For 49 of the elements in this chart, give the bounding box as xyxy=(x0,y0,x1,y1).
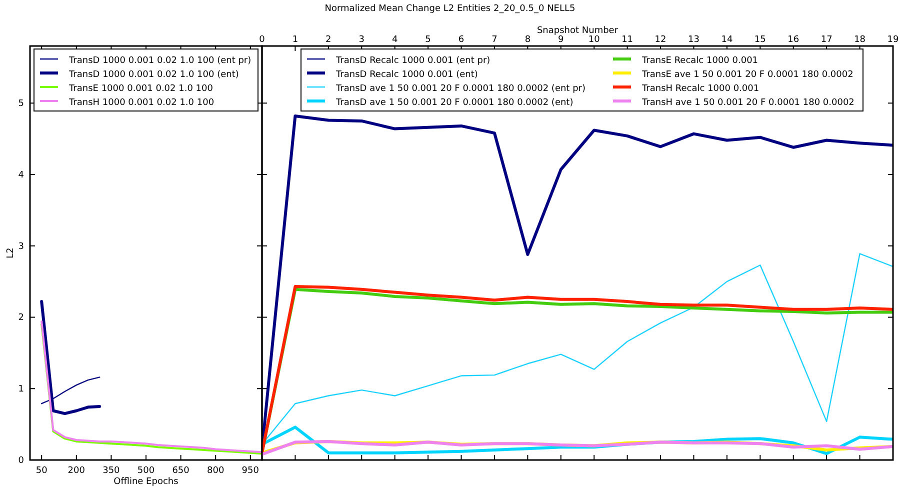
x-tick-label: 950 xyxy=(242,466,260,476)
legend-label: TransD ave 1 50 0.001 20 F 0.0001 180 0.0002 (ent pr) xyxy=(335,84,586,94)
legend-label: TransD 1000 0.001 0.02 1.0 100 (ent pr) xyxy=(68,56,252,66)
x-tick-label: 10 xyxy=(588,35,600,45)
x-tick-label: 50 xyxy=(36,466,48,476)
x-tick-label: 17 xyxy=(820,35,832,45)
x-tick-label: 19 xyxy=(887,35,899,45)
legend-label: TransH ave 1 50 0.001 20 F 0.0001 180 0.0002 xyxy=(641,98,854,108)
x-tick-label: 5 xyxy=(425,35,431,45)
y-tick-label: 3 xyxy=(18,242,24,252)
x-tick-label: 3 xyxy=(358,35,364,45)
x-tick-label: 350 xyxy=(102,466,120,476)
x-tick-label: 0 xyxy=(259,35,266,45)
y-tick-label: 2 xyxy=(18,313,24,324)
legend-label: TransE Recalc 1000 0.001 xyxy=(641,56,758,66)
x-tick-label: 14 xyxy=(721,35,733,45)
x-tick-label: 13 xyxy=(688,35,700,45)
x-axis-title: Offline Epochs xyxy=(114,477,179,487)
x-tick-label: 800 xyxy=(207,466,224,476)
legend-label: TransE 1000 0.001 0.02 1.0 100 xyxy=(68,84,214,94)
x-tick-label: 2 xyxy=(326,35,332,45)
x-tick-label: 15 xyxy=(754,35,766,45)
legend-label: TransD Recalc 1000 0.001 (ent) xyxy=(335,70,478,80)
legend-label: TransD Recalc 1000 0.001 (ent pr) xyxy=(335,56,490,66)
legend-label: TransH 1000 0.001 0.02 1.0 100 xyxy=(68,98,214,108)
y-tick-label: 0 xyxy=(18,456,24,466)
x-tick-label: 18 xyxy=(854,35,866,45)
x-tick-label: 500 xyxy=(137,466,155,476)
legend-label: TransD ave 1 50 0.001 20 F 0.0001 180 0.0002 (ent) xyxy=(335,98,574,108)
y-tick-label: 1 xyxy=(18,384,24,395)
x-tick-label: 7 xyxy=(492,35,498,45)
chart-title: Normalized Mean Change L2 Entities 2_20_0.5_0 NELL5 xyxy=(324,4,576,14)
legend-label: TransD 1000 0.001 0.02 1.0 100 (ent) xyxy=(68,70,239,80)
y-tick-label: 5 xyxy=(18,99,24,110)
legend-label: TransH Recalc 1000 0.001 xyxy=(641,84,760,94)
x-tick-label: 6 xyxy=(458,35,464,45)
x-tick-label: 8 xyxy=(524,35,531,45)
x-tick-label: 200 xyxy=(68,466,86,476)
x-tick-label: 1 xyxy=(292,35,298,45)
x-tick-label: 9 xyxy=(558,35,564,45)
x-axis-title: Snapshot Number xyxy=(536,26,618,36)
x-tick-label: 12 xyxy=(654,35,666,45)
y-axis-title: L2 xyxy=(6,248,16,258)
x-tick-label: 650 xyxy=(172,466,190,476)
x-tick-label: 4 xyxy=(392,35,398,45)
legend-label: TransE ave 1 50 0.001 20 F 0.0001 180 0.0002 xyxy=(641,70,854,80)
x-tick-label: 16 xyxy=(788,35,800,45)
y-tick-label: 4 xyxy=(18,170,24,180)
x-tick-label: 11 xyxy=(622,35,634,45)
